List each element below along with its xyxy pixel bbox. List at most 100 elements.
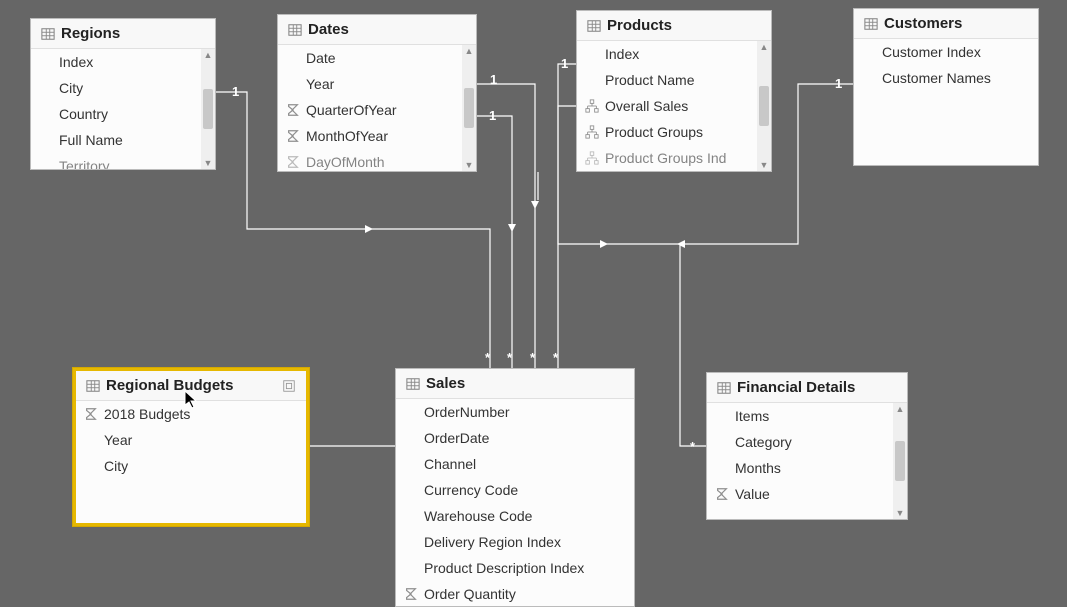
table-body: DateYear QuarterOfYear MonthOfYearDayOfMon… [278,45,476,171]
field-row[interactable]: OrderNumber [396,399,634,425]
field-row[interactable]: Product Description Index [396,555,634,581]
sigma-icon [715,487,729,501]
field-row[interactable]: 2018 Budgets [76,401,306,427]
sigma-icon [286,155,300,169]
field-row[interactable]: Channel [396,451,634,477]
field-label: Product Name [605,72,694,88]
field-row[interactable]: Warehouse Code [396,503,634,529]
scrollbar[interactable]: ▲▼ [462,45,476,171]
table-regional_budgets[interactable]: Regional Budgets 2018 Budgets Year City [73,368,309,526]
cardinality-label: 1 [232,84,239,99]
field-label: Category [735,434,792,450]
field-row[interactable]: Territory [31,153,201,169]
field-row[interactable]: Overall Sales [577,93,757,119]
field-row[interactable]: DayOfMonth [278,149,462,171]
table-icon [41,27,55,41]
scrollbar[interactable]: ▲▼ [893,403,907,519]
field-row[interactable]: Index [577,41,757,67]
table-body: IndexProduct NameOverall SalesProduct Gr… [577,41,771,171]
field-row[interactable]: Country [31,101,201,127]
sigma-icon [84,407,98,421]
relationship-dates-sales[interactable] [477,116,512,368]
field-row[interactable]: Customer Names [854,65,1038,91]
cardinality-label: 1 [835,76,842,91]
field-label: Warehouse Code [424,508,532,524]
table-header[interactable]: Customers [854,9,1038,39]
field-row[interactable]: Order Quantity [396,581,634,606]
field-row[interactable]: OrderDate [396,425,634,451]
model-canvas[interactable]: RegionsIndexCityCountryFull NameTerritor… [0,0,1067,607]
cardinality-label: 1 [490,72,497,87]
table-icon [587,19,601,33]
field-row[interactable]: Full Name [31,127,201,153]
scroll-up-icon[interactable]: ▲ [465,45,474,57]
field-row[interactable]: City [76,453,306,479]
table-sales[interactable]: SalesOrderNumber OrderDate ChannelCurrency… [395,368,635,607]
scroll-down-icon[interactable]: ▼ [896,507,905,519]
table-dates[interactable]: DatesDateYear QuarterOfYear MonthOfYearDay… [277,14,477,172]
field-label: Year [104,432,132,448]
field-label: Delivery Region Index [424,534,561,550]
relationship-products-sales[interactable] [558,64,576,368]
table-customers[interactable]: CustomersCustomer Index Customer Names [853,8,1039,166]
table-header[interactable]: Sales [396,369,634,399]
field-row[interactable]: Year [76,427,306,453]
scroll-up-icon[interactable]: ▲ [204,49,213,61]
field-row[interactable]: Date [278,45,462,71]
field-row[interactable]: Product Groups [577,119,757,145]
table-products[interactable]: ProductsIndexProduct NameOverall SalesPr… [576,10,772,172]
scroll-up-icon[interactable]: ▲ [896,403,905,415]
field-label: Customer Names [882,70,991,86]
field-label: OrderDate [424,430,489,446]
field-row[interactable]: Index [31,49,201,75]
table-header[interactable]: Regional Budgets [76,371,306,401]
field-label: Territory [59,158,110,169]
field-row[interactable]: City [31,75,201,101]
table-header[interactable]: Products [577,11,771,41]
table-regions[interactable]: RegionsIndex City CountryFull Name Territor… [30,18,216,170]
table-header[interactable]: Regions [31,19,215,49]
table-header[interactable]: Dates [278,15,476,45]
field-list: Customer Index Customer Names [854,39,1038,165]
field-row[interactable]: Months [707,455,893,481]
scrollbar[interactable]: ▲▼ [201,49,215,169]
field-label: City [59,80,83,96]
relationship-arrow-icon [508,224,516,232]
table-body: IndexCityCountryFull NameTerritory▲▼ [31,49,215,169]
field-label: QuarterOfYear [306,102,397,118]
table-title: Regional Budgets [106,377,234,394]
field-row[interactable]: Items [707,403,893,429]
scroll-thumb[interactable] [895,441,905,481]
scroll-thumb[interactable] [203,89,213,129]
scroll-down-icon[interactable]: ▼ [465,159,474,171]
scrollbar[interactable]: ▲▼ [757,41,771,171]
sigma-icon [404,587,418,601]
cardinality-label: * [530,350,535,365]
scroll-up-icon[interactable]: ▲ [760,41,769,53]
field-row[interactable]: QuarterOfYear [278,97,462,123]
field-label: Value [735,486,770,502]
field-row[interactable]: Year [278,71,462,97]
field-row[interactable]: MonthOfYear [278,123,462,149]
field-row[interactable]: Customer Index [854,39,1038,65]
expand-icon[interactable] [282,379,296,393]
scroll-thumb[interactable] [464,88,474,128]
table-financial[interactable]: Financial Details Items Category Months Valu… [706,372,908,520]
field-row[interactable]: Category [707,429,893,455]
field-label: Product Groups Ind [605,150,726,166]
field-row[interactable]: Delivery Region Index [396,529,634,555]
scroll-down-icon[interactable]: ▼ [760,159,769,171]
scroll-thumb[interactable] [759,86,769,126]
table-header[interactable]: Financial Details [707,373,907,403]
cardinality-label: 1 [561,56,568,71]
field-label: 2018 Budgets [104,406,190,422]
field-label: Product Description Index [424,560,584,576]
field-label: Items [735,408,769,424]
scroll-down-icon[interactable]: ▼ [204,157,213,169]
field-row[interactable]: Currency Code [396,477,634,503]
field-row[interactable]: Value [707,481,893,507]
table-body: Customer Index Customer Names [854,39,1038,165]
field-row[interactable]: Product Groups Ind [577,145,757,171]
table-body: OrderNumber OrderDate ChannelCurrency Code… [396,399,634,606]
field-row[interactable]: Product Name [577,67,757,93]
